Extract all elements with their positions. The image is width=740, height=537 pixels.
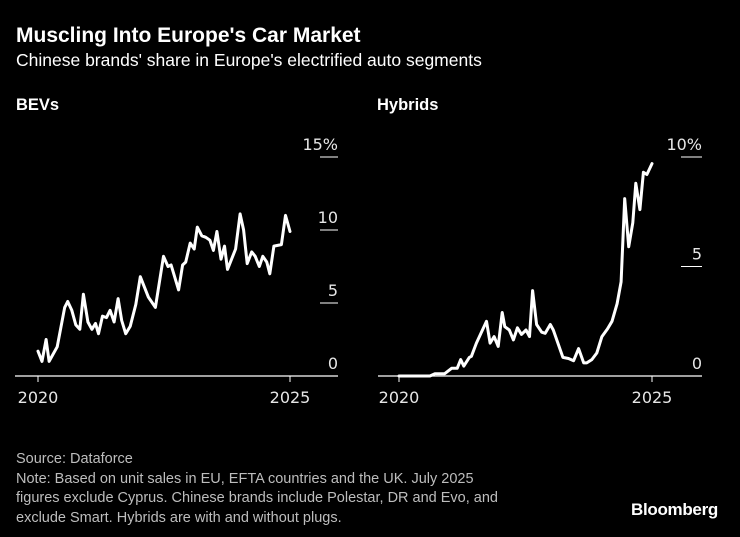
y-tick-label: 10 (318, 208, 338, 227)
y-tick-label: 5 (328, 281, 338, 300)
x-tick-label: 2025 (632, 388, 673, 407)
x-tick-label: 2020 (18, 388, 59, 407)
chart-subtitle: Chinese brands' share in Europe's electr… (16, 50, 482, 70)
y-tick-label: 5 (692, 245, 702, 264)
y-tick-label: 0 (692, 354, 702, 373)
x-tick-label: 2025 (270, 388, 311, 407)
series-line-hybrids (397, 162, 654, 378)
panel-title-hybrids: Hybrids (377, 96, 439, 114)
series-line-bevs (36, 212, 292, 363)
source-text: Source: Dataforce (16, 451, 133, 467)
footnotes: Source: Dataforce Note: Based on unit sa… (16, 450, 498, 528)
bloomberg-logo: Bloomberg (630, 500, 718, 519)
note-line: Note: Based on unit sales in EU, EFTA co… (16, 470, 474, 487)
x-tick-label: 2020 (379, 388, 420, 407)
note-line: figures exclude Cyprus. Chinese brands i… (16, 490, 498, 506)
y-tick-label: 10% (666, 135, 702, 154)
panel-title-bevs: BEVs (16, 96, 60, 114)
note-line: exclude Smart. Hybrids are with and with… (16, 509, 342, 526)
y-tick-label: 0 (328, 354, 338, 373)
y-tick-label: 15% (302, 135, 338, 154)
chart-title: Muscling Into Europe's Car Market (16, 24, 361, 47)
